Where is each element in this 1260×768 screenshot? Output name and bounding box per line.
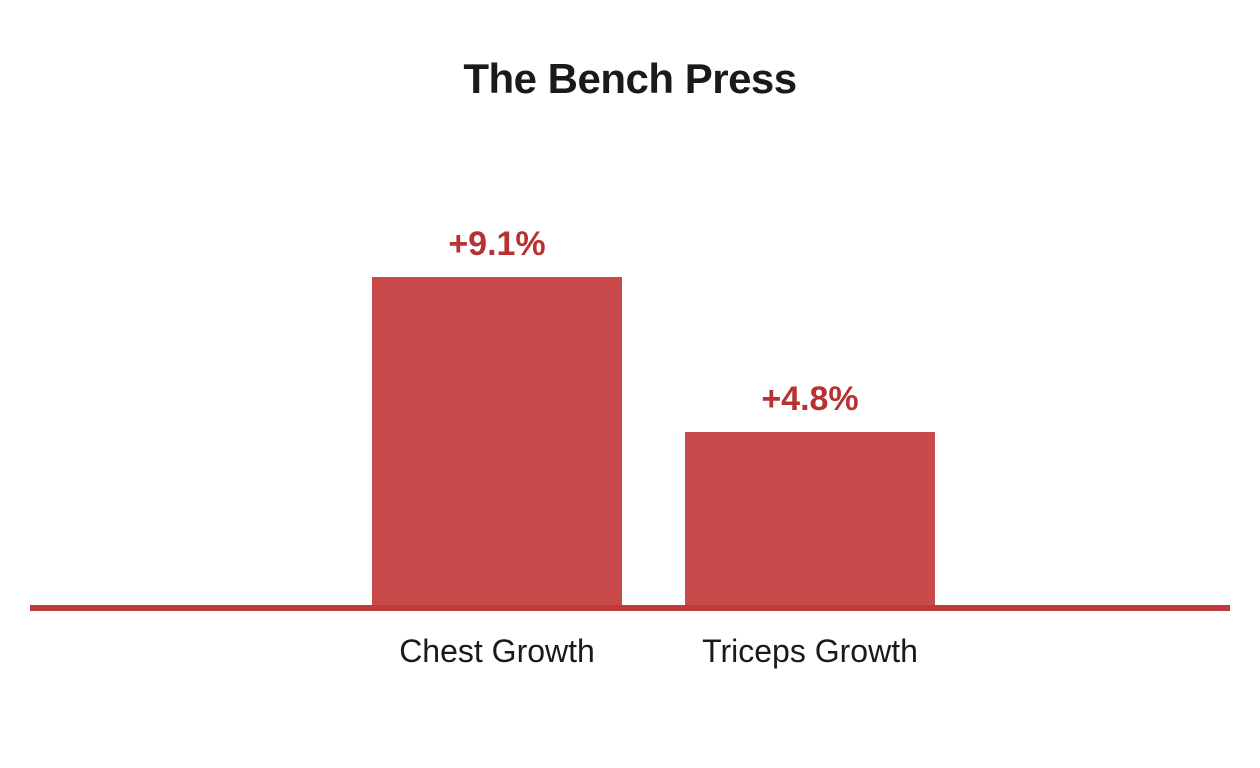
chart-title: The Bench Press [0, 55, 1260, 103]
bar-triceps [685, 432, 935, 605]
bar-value-chest: +9.1% [372, 225, 622, 264]
bar-label-triceps: Triceps Growth [610, 633, 1010, 670]
bar-chest [372, 277, 622, 605]
chart-baseline [30, 605, 1230, 611]
bar-value-triceps: +4.8% [685, 380, 935, 419]
bench-press-chart: The Bench Press +9.1% Chest Growth +4.8%… [0, 0, 1260, 768]
